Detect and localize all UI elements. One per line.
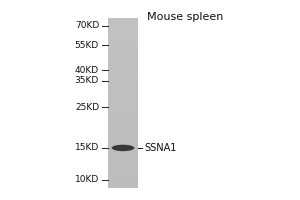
Text: 70KD: 70KD [75,21,99,30]
Text: 25KD: 25KD [75,103,99,112]
Text: SSNA1: SSNA1 [144,143,176,153]
Ellipse shape [112,145,134,151]
Text: 55KD: 55KD [75,41,99,50]
Text: 10KD: 10KD [75,176,99,184]
Text: 35KD: 35KD [75,76,99,85]
Text: Mouse spleen: Mouse spleen [147,12,223,22]
Text: 40KD: 40KD [75,66,99,75]
Text: 15KD: 15KD [75,143,99,152]
